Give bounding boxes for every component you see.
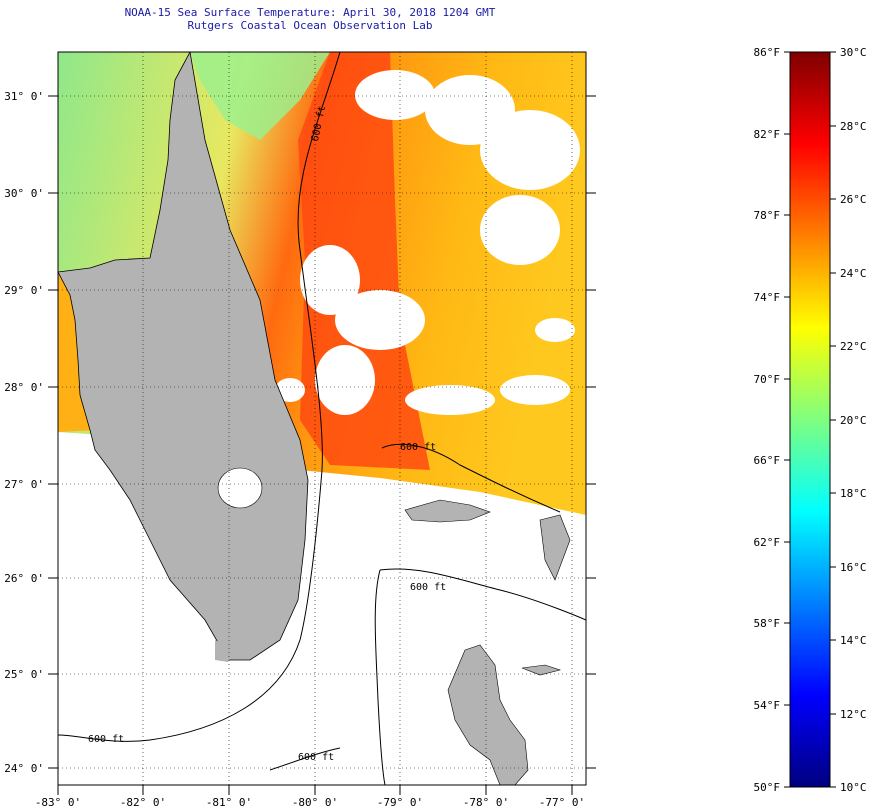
colorbar-label-c: 18°C [840,487,867,500]
bahamas-land [539,514,571,581]
map-area: 600 ft 600 ft 600 ft 600 ft 600 ft [58,52,586,785]
cloud-cover [275,70,580,415]
lat-label: 27° 0' [4,478,44,491]
colorbar-label-f: 78°F [754,209,781,222]
bahamas-land [404,499,491,523]
lat-label: 26° 0' [4,572,44,585]
lon-label: -82° 0' [120,796,166,809]
cool-coastal-water [190,52,330,140]
grid-lines [58,52,586,785]
colorbar-label-c: 26°C [840,193,867,206]
colorbar-label-c: 14°C [840,634,867,647]
map-title: NOAA-15 Sea Surface Temperature: April 3… [124,6,496,19]
colorbar-label-f: 58°F [754,617,781,630]
contour-label: 600 ft [298,752,334,763]
contour-label: 600 ft [410,582,446,593]
colorbar-label-c: 12°C [840,708,867,721]
lon-label: -79° 0' [377,796,423,809]
colorbar-label-c: 28°C [840,120,867,133]
contour-label: 600 ft [400,442,436,453]
colorbar-label-f: 82°F [754,128,781,141]
lon-label: -78° 0' [463,796,509,809]
lat-label: 25° 0' [4,668,44,681]
lon-label: -83° 0' [35,796,81,809]
lat-label: 24° 0' [4,762,44,775]
colorbar-label-c: 16°C [840,561,867,574]
bahamas-land [521,664,562,676]
colorbar-label-c: 10°C [840,781,867,794]
lat-label: 28° 0' [4,381,44,394]
colorbar-label-f: 70°F [754,373,781,386]
colorbar-label-f: 86°F [754,46,781,59]
colorbar-label-f: 74°F [754,291,781,304]
colorbar-label-f: 54°F [754,699,781,712]
florida-land [58,52,309,661]
lon-label: -77° 0' [539,796,585,809]
lat-label: 29° 0' [4,284,44,297]
lon-label: -80° 0' [292,796,338,809]
lat-label: 31° 0' [4,90,44,103]
colorbar-label-f: 66°F [754,454,781,467]
colorbar [789,51,831,788]
lat-label: 30° 0' [4,187,44,200]
axis-ticks [48,95,596,795]
andros-land [447,644,529,785]
colorbar-label-c: 30°C [840,46,867,59]
colorbar-label-f: 50°F [754,781,781,794]
colorbar-label-c: 22°C [840,340,867,353]
colorbar-label-c: 24°C [840,267,867,280]
colorbar-ticks [784,51,836,788]
colorbar-label-f: 62°F [754,536,781,549]
isobath-600ft [58,52,586,785]
contour-label: 600 ft [88,734,124,745]
lake-okeechobee [217,467,263,509]
cuba-land [215,640,235,662]
colorbar-label-c: 20°C [840,414,867,427]
map-subtitle: Rutgers Coastal Ocean Observation Lab [187,19,433,32]
lon-label: -81° 0' [206,796,252,809]
map-frame [57,51,587,786]
